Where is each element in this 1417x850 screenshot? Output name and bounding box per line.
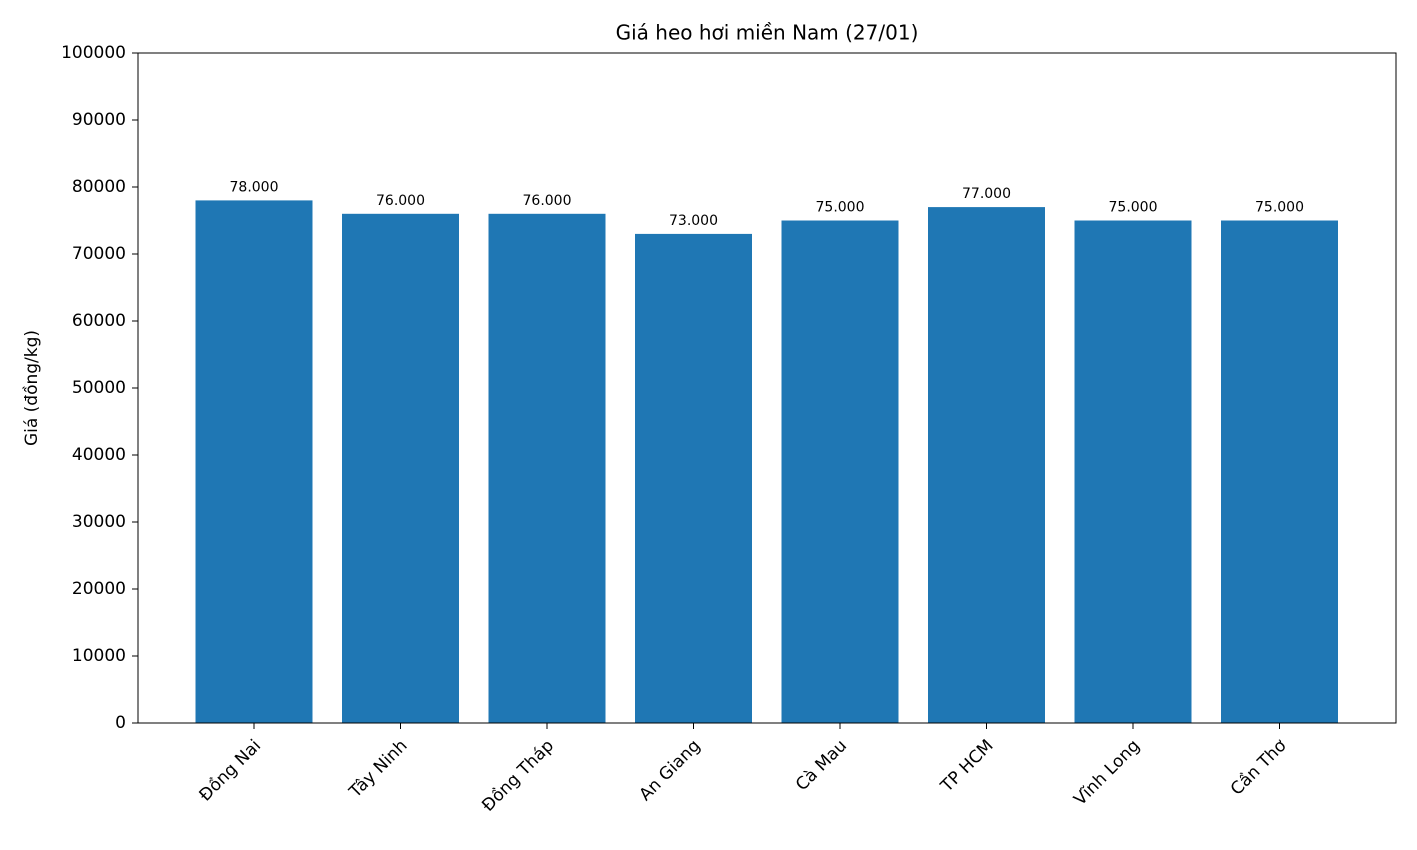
- x-tick-label: TP HCM: [936, 736, 997, 797]
- y-tick-label: 90000: [72, 110, 126, 130]
- bar: [1221, 220, 1338, 723]
- y-tick-label: 20000: [72, 579, 126, 599]
- bar: [635, 233, 752, 723]
- y-tick-label: 80000: [72, 177, 126, 197]
- y-tick-label: 70000: [72, 244, 126, 264]
- y-tick-label: 0: [115, 713, 126, 733]
- x-tick-label: Đồng Tháp: [478, 735, 559, 816]
- value-label: 73.000: [669, 213, 718, 229]
- y-tick-label: 10000: [72, 646, 126, 666]
- bar: [928, 207, 1045, 724]
- value-label: 78.000: [230, 179, 279, 195]
- value-label: 75.000: [816, 200, 865, 216]
- y-tick-label: 30000: [72, 512, 126, 532]
- x-tick-label: Đồng Nai: [195, 735, 265, 805]
- bar: [195, 200, 313, 723]
- bar: [342, 213, 459, 724]
- x-tick-label: Cần Thơ: [1226, 735, 1291, 800]
- value-label: 75.000: [1255, 200, 1304, 216]
- value-label: 76.000: [523, 193, 572, 209]
- bar: [781, 220, 899, 723]
- value-label: 77.000: [962, 186, 1011, 202]
- bar: [488, 213, 606, 724]
- plot-frame: [137, 52, 1397, 724]
- value-label: 76.000: [376, 193, 425, 209]
- x-tick-label: Tây Ninh: [345, 736, 412, 803]
- bar: [1074, 220, 1192, 723]
- y-axis-label: Giá (đồng/kg): [21, 330, 42, 446]
- y-tick-label: 60000: [72, 311, 126, 331]
- value-label: 75.000: [1109, 200, 1158, 216]
- chart-title: Giá heo hơi miền Nam (27/01): [616, 21, 919, 45]
- y-tick-label: 40000: [72, 445, 126, 465]
- x-tick-label: An Giang: [635, 736, 704, 805]
- y-tick-label: 50000: [72, 378, 126, 398]
- x-tick-label: Cà Mau: [792, 736, 851, 795]
- y-tick-label: 100000: [61, 43, 126, 63]
- x-tick-label: Vĩnh Long: [1070, 736, 1144, 810]
